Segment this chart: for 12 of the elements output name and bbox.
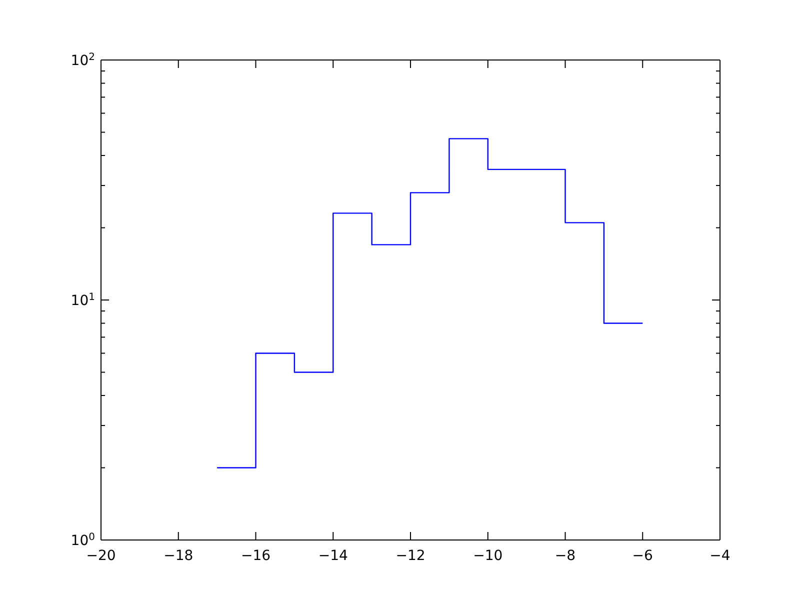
x-tick-label: −12 [396,548,426,564]
y-tick-label: 10$^{1}$ [70,292,95,309]
x-tick-label: −6 [632,548,654,564]
x-tick-label: −18 [164,548,194,564]
x-tick-label: −4 [710,548,730,564]
y-tick-label: 10$^{2}$ [70,52,95,69]
x-tick-label: −10 [473,548,503,564]
x-tick-label: −8 [554,548,576,564]
x-tick-label: −16 [240,548,271,564]
x-tick-label: −14 [318,548,348,564]
x-tick-label: −20 [86,548,116,564]
y-tick-label: 10$^{0}$ [70,532,95,549]
